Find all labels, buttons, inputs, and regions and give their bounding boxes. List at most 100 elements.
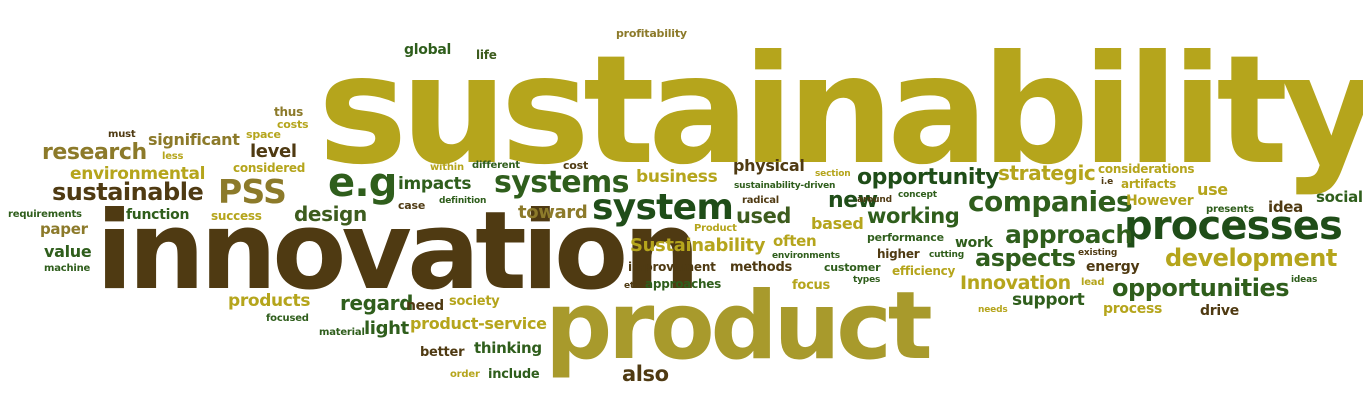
word-social: social [1316,188,1363,206]
word-radical: radical [742,195,779,206]
word-sustainability: sustainability [318,24,1363,198]
word-costs: costs [277,118,309,131]
word-case: case [398,199,426,212]
word-approaches: approaches [645,277,722,291]
word-often: often [773,232,817,250]
word-level: level [250,141,297,162]
word-higher: higher [877,247,920,261]
word-material: material [319,327,365,338]
word-systems: systems [494,165,629,200]
word-thus: thus [274,105,304,119]
word-innovation-capital: Innovation [960,272,1071,294]
word-methods: methods [730,260,792,275]
word-innovation: innovation [96,189,700,314]
word-new: new [828,188,878,213]
word-cutting: cutting [929,250,965,260]
word-product-capital: Product [694,223,737,234]
word-companies: companies [968,185,1133,218]
word-i-e: i.e [1101,177,1114,187]
word-approach: approach [1005,220,1133,249]
word-however: However [1126,193,1194,209]
word-strategic: strategic [998,161,1096,185]
word-must: must [108,129,136,140]
word-research: research [42,140,147,165]
word-cost: cost [563,159,589,172]
word-efficiency: efficiency [892,264,956,278]
word-significant: significant [148,130,240,149]
word-definition: definition [439,196,487,206]
word-need: need [406,298,444,314]
word-product: product [545,272,933,381]
word-improvement: improvement [628,260,716,274]
word-global: global [404,42,452,58]
word-life: life [476,48,497,62]
word-success: success [211,209,262,223]
word-less: less [162,151,184,162]
word-considerations: considerations [1098,162,1195,176]
word-order: order [450,369,480,380]
word-processes: processes [1124,203,1343,249]
word-section: section [815,169,851,179]
word-physical: physical [733,156,805,175]
word-considered: considered [233,161,306,175]
word-performance: performance [867,231,944,244]
word-e-g: e.g [328,160,397,206]
word-use: use [1197,180,1228,199]
word-pss: PSS [218,172,287,211]
word-product-service: product-service [410,314,547,333]
word-function: function [126,207,190,223]
word-environments: environments [772,251,840,261]
word-artifacts: artifacts [1121,177,1177,191]
word-space: space [246,128,281,141]
word-profitability: profitability [616,27,687,40]
word-focus: focus [792,278,830,293]
word-value: value [44,242,92,261]
word-ideas: ideas [1291,275,1318,285]
word-based: based [811,214,864,233]
word-sustainable: sustainable [52,178,204,206]
word-working: working [867,204,960,228]
word-business: business [636,167,718,187]
word-etc: etc [624,281,640,291]
word-used: used [736,204,792,228]
word-light: light [364,318,409,339]
word-design: design [294,202,367,226]
word-toward: toward [518,202,588,223]
word-concept: concept [898,190,937,200]
word-customer: customer [824,261,881,274]
word-requirements: requirements [8,209,82,220]
word-drive: drive [1200,303,1239,319]
word-presents: presents [1206,204,1254,215]
word-energy: energy [1086,259,1140,275]
word-support: support [1012,290,1085,310]
word-opportunities: opportunities [1112,274,1290,302]
word-better: better [420,345,465,360]
word-impacts: impacts [398,174,472,194]
word-development: development [1165,244,1337,272]
word-sustainability-capital: Sustainability [630,235,766,256]
word-thinking: thinking [474,339,542,357]
word-around: around [857,195,892,205]
word-different: different [472,160,520,171]
word-environmental: environmental [70,164,206,184]
word-regard: regard [340,291,414,315]
word-within: within [430,162,464,173]
word-paper: paper [40,220,88,238]
word-needs: needs [978,305,1008,315]
word-existing: existing [1078,248,1118,258]
word-system: system [592,187,734,228]
word-also: also [622,362,669,386]
word-machine: machine [44,263,91,274]
word-types: types [853,275,881,285]
word-work: work [955,235,993,251]
word-focused: focused [266,313,309,324]
word-lead: lead [1081,277,1105,288]
word-products: products [228,291,311,311]
word-aspects: aspects [975,244,1076,272]
word-opportunity: opportunity [857,165,999,190]
word-include: include [488,367,540,382]
word-process: process [1103,301,1163,317]
word-sustainability-driven: sustainability-driven [734,181,836,191]
word-society: society [449,294,500,309]
